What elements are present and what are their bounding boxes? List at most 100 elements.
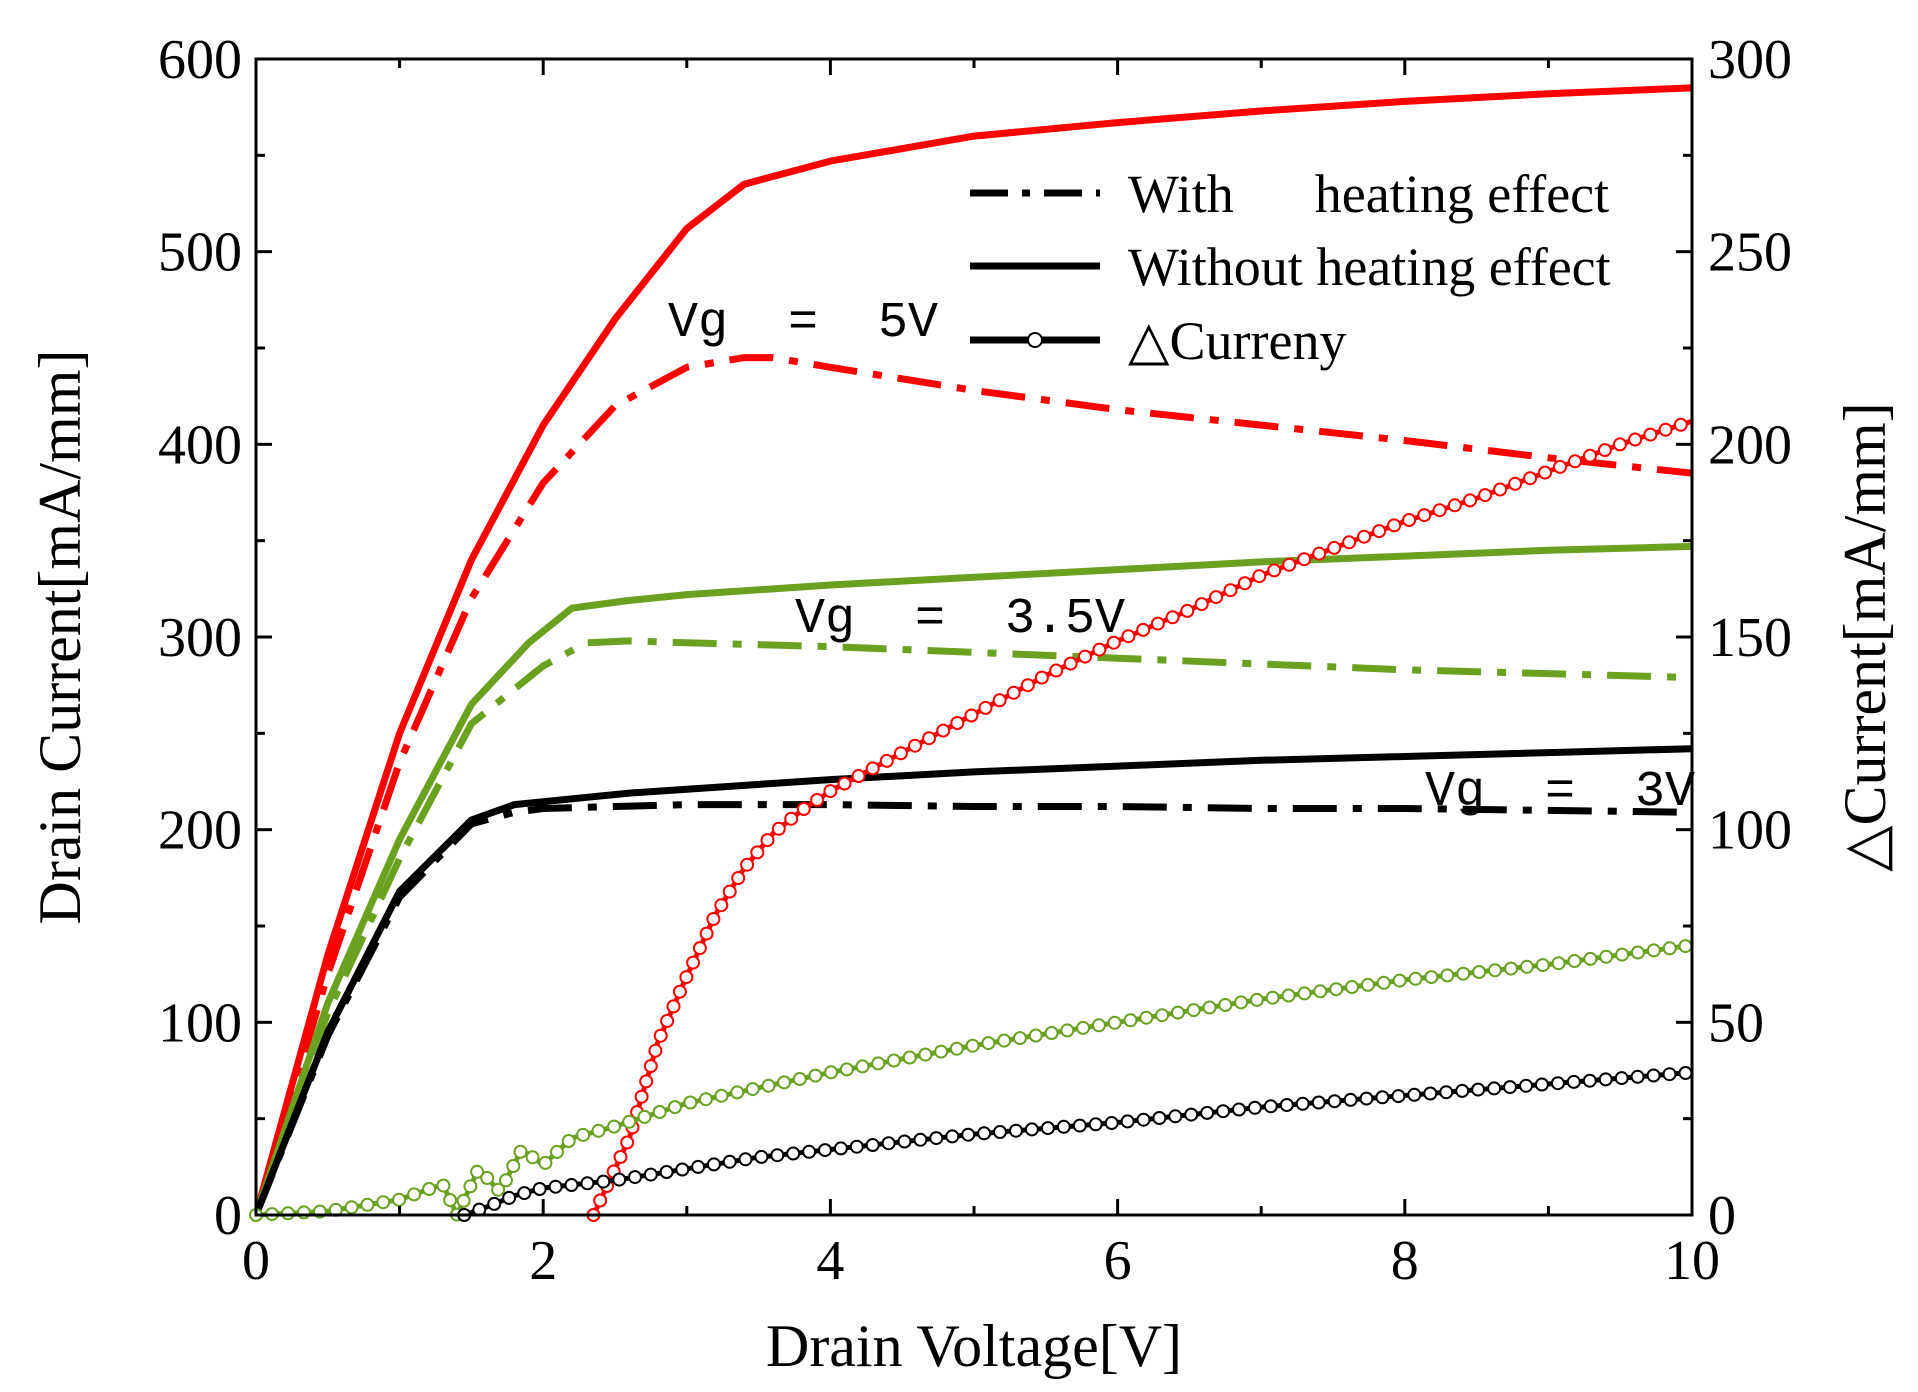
- data-point-current-vg-3-5v: [1234, 995, 1249, 1010]
- data-point-current-vg-3-5v: [1360, 977, 1375, 992]
- data-point-current-vg-3v: [897, 1134, 912, 1149]
- data-point-current-vg-5v: [639, 1074, 654, 1089]
- y-tick-label: 600: [158, 29, 242, 91]
- data-point-current-vg-5v: [1538, 465, 1552, 480]
- data-point-current-vg-3-5v: [456, 1193, 471, 1208]
- data-point-current-vg-5v: [771, 821, 786, 836]
- data-point-current-vg-3-5v: [1107, 1015, 1122, 1030]
- data-point-current-vg-3-5v: [1662, 941, 1677, 956]
- y-tick-label: 500: [158, 222, 242, 284]
- data-point-current-vg-3v: [1104, 1116, 1119, 1130]
- data-point-current-vg-3v: [1582, 1073, 1597, 1088]
- data-point-current-vg-3-5v: [491, 1182, 506, 1197]
- y-tick-label: 100: [158, 992, 242, 1054]
- data-point-current-vg-3v: [1550, 1076, 1565, 1091]
- data-point-current-vg-3v: [1024, 1122, 1039, 1137]
- data-point-current-vg-3-5v: [683, 1095, 698, 1110]
- data-point-current-vg-5v: [964, 708, 979, 723]
- data-point-current-vg-3-5v: [1551, 956, 1566, 971]
- data-point-current-vg-3-5v: [1472, 965, 1487, 979]
- data-point-current-vg-3v: [1088, 1117, 1103, 1132]
- y-tick-label: 0: [214, 1185, 242, 1247]
- data-point-current-vg-5v: [992, 693, 1007, 708]
- data-point-current-vg-3-5v: [1329, 982, 1344, 997]
- data-point-current-vg-5v: [740, 857, 755, 872]
- data-point-current-vg-3-5v: [1297, 986, 1312, 1001]
- data-point-current-vg-3v: [1519, 1078, 1533, 1093]
- legend-marker-delta-current: [1027, 332, 1043, 348]
- y-axis-title: Drain Current[mA/mm]: [27, 350, 93, 925]
- data-point-current-vg-3v: [1072, 1118, 1087, 1133]
- data-point-current-vg-3-5v: [1376, 975, 1391, 990]
- data-point-current-vg-5v: [1063, 656, 1078, 671]
- data-point-current-vg-3-5v: [652, 1105, 667, 1119]
- data-point-current-vg-3v: [1423, 1086, 1438, 1101]
- data-point-current-vg-5v: [1387, 518, 1402, 533]
- data-point-current-vg-3-5v: [1249, 992, 1264, 1007]
- series-line-vg-3-5v-without-heating-effect: [252, 542, 1693, 1217]
- y2-tick-label: 250: [1708, 222, 1792, 284]
- data-point-current-vg-5v: [1643, 427, 1658, 442]
- y2-tick-label: 0: [1708, 1185, 1736, 1247]
- data-point-current-vg-3-5v: [506, 1159, 521, 1173]
- data-point-current-vg-5v: [1092, 642, 1107, 657]
- x-tick-label: 4: [816, 1230, 844, 1292]
- data-point-current-vg-5v: [1020, 678, 1035, 693]
- data-point-current-vg-3-5v: [1488, 963, 1502, 978]
- data-point-current-vg-3v: [612, 1172, 627, 1187]
- data-point-current-vg-3v: [1646, 1068, 1661, 1083]
- data-point-current-vg-3v: [913, 1132, 928, 1147]
- data-point-current-vg-5v: [1312, 546, 1327, 561]
- data-point-current-vg-5v: [1372, 524, 1387, 539]
- data-point-current-vg-3-5v: [902, 1050, 917, 1065]
- data-point-current-vg-3-5v: [1535, 958, 1550, 973]
- data-point-current-vg-3v: [548, 1179, 563, 1194]
- data-point-current-vg-5v: [613, 1150, 628, 1164]
- data-point-current-vg-5v: [810, 793, 825, 807]
- data-point-current-vg-5v: [706, 912, 721, 926]
- data-point-current-vg-3v: [564, 1178, 579, 1192]
- data-point-current-vg-5v: [1628, 432, 1643, 447]
- data-point-current-vg-3-5v: [965, 1038, 980, 1053]
- series-line-vg-5v-without-heating-effect: [252, 84, 1693, 1216]
- data-point-current-vg-3v: [1247, 1100, 1262, 1115]
- data-point-current-vg-5v: [936, 723, 951, 738]
- data-point-current-vg-3-5v: [1519, 959, 1534, 974]
- data-point-current-vg-3-5v: [1345, 980, 1359, 994]
- data-point-current-vg-3-5v: [1504, 961, 1518, 976]
- data-point-current-vg-3v: [675, 1162, 690, 1177]
- data-point-current-vg-3-5v: [745, 1082, 760, 1097]
- x-tick-label: 10: [1664, 1230, 1720, 1292]
- data-point-current-vg-5v: [1342, 535, 1357, 550]
- data-point-current-vg-3v: [722, 1154, 737, 1169]
- data-point-current-vg-3-5v: [1013, 1031, 1027, 1046]
- data-point-current-vg-3v: [993, 1125, 1007, 1139]
- data-point-current-vg-5v: [1194, 597, 1209, 612]
- data-point-current-vg-5v: [1180, 603, 1195, 618]
- data-point-current-vg-3-5v: [591, 1123, 606, 1138]
- data-point-current-vg-3-5v: [1091, 1018, 1106, 1033]
- data-point-current-vg-5v: [1508, 476, 1523, 491]
- legend-label-without-heating: Without heating effect: [1128, 237, 1611, 297]
- data-point-current-vg-3v: [1630, 1069, 1645, 1084]
- data-point-current-vg-5v: [660, 1014, 675, 1028]
- data-point-current-vg-3v: [532, 1182, 547, 1196]
- data-point-current-vg-3v: [738, 1152, 753, 1167]
- data-point-current-vg-3v: [1455, 1083, 1470, 1098]
- data-point-current-vg-3-5v: [470, 1164, 485, 1179]
- data-point-current-vg-5v: [1034, 670, 1049, 685]
- data-point-current-vg-3-5v: [792, 1072, 807, 1086]
- data-point-current-vg-3v: [628, 1170, 642, 1185]
- x-tick-label: 8: [1391, 1230, 1419, 1292]
- data-point-current-vg-3v: [502, 1190, 517, 1205]
- data-point-current-vg-5v: [1612, 437, 1627, 452]
- data-point-current-vg-5v: [643, 1059, 658, 1074]
- data-point-current-vg-5v: [1523, 471, 1538, 486]
- data-point-current-vg-3v: [1311, 1095, 1326, 1110]
- data-point-current-vg-5v: [679, 970, 694, 985]
- data-point-current-vg-3v: [770, 1148, 785, 1163]
- data-point-current-vg-3-5v: [1440, 968, 1455, 983]
- data-point-current-vg-5v: [634, 1089, 649, 1104]
- data-point-current-vg-5v: [1432, 503, 1447, 518]
- data-point-current-vg-5v: [1282, 557, 1297, 572]
